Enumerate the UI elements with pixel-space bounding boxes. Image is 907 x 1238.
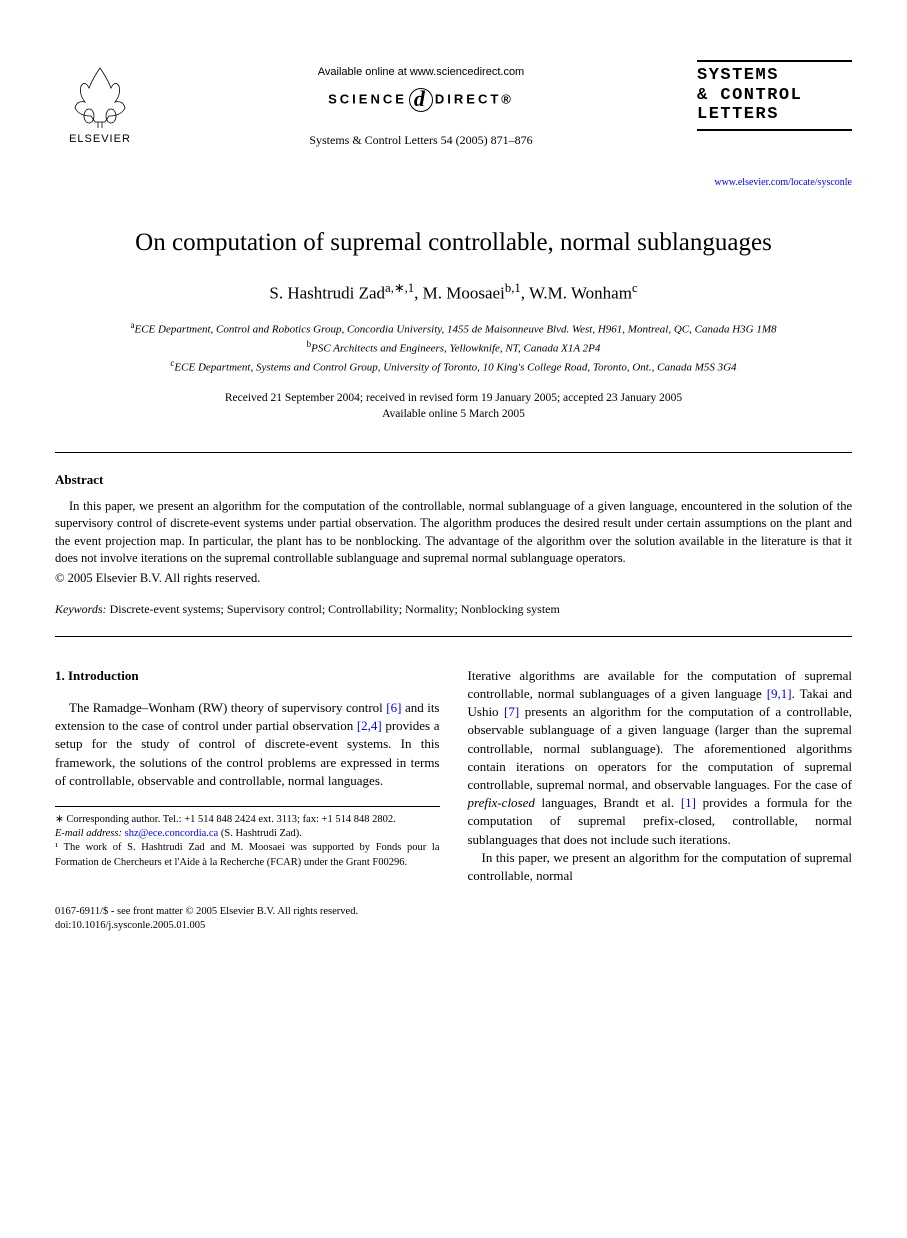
intro-para-2: Iterative algorithms are available for t… xyxy=(468,667,853,849)
abstract-heading: Abstract xyxy=(55,471,852,489)
column-right: Iterative algorithms are available for t… xyxy=(468,667,853,885)
affiliations: aECE Department, Control and Robotics Gr… xyxy=(55,319,852,376)
keywords: Keywords: Discrete-event systems; Superv… xyxy=(55,601,852,618)
elsevier-tree-icon xyxy=(65,60,135,130)
journal-link[interactable]: www.elsevier.com/locate/sysconle xyxy=(697,176,852,190)
journal-logo-line2: & CONTROL xyxy=(697,86,852,106)
ref-1[interactable]: [1] xyxy=(681,795,696,810)
ref-2-4[interactable]: [2,4] xyxy=(357,718,382,733)
abstract-text: In this paper, we present an algorithm f… xyxy=(55,498,852,568)
intro-para-3: In this paper, we present an algorithm f… xyxy=(468,849,853,885)
doi: doi:10.1016/j.sysconle.2005.01.005 xyxy=(55,919,852,933)
footnotes: ∗ Corresponding author. Tel.: +1 514 848… xyxy=(55,806,440,870)
authors: S. Hashtrudi Zada,∗,1, M. Moosaeib,1, W.… xyxy=(55,280,852,305)
article-dates: Received 21 September 2004; received in … xyxy=(55,390,852,422)
body-columns: 1. Introduction The Ramadge–Wonham (RW) … xyxy=(55,667,852,885)
journal-logo: SYSTEMS & CONTROL LETTERS xyxy=(697,60,852,131)
prefix-closed: prefix-closed xyxy=(468,795,535,810)
affiliation-a: aECE Department, Control and Robotics Gr… xyxy=(55,319,852,338)
footnote-1: ¹ The work of S. Hashtrudi Zad and M. Mo… xyxy=(55,841,440,869)
email-line: E-mail address: shz@ece.concordia.ca (S.… xyxy=(55,827,440,841)
intro-para-1: The Ramadge–Wonham (RW) theory of superv… xyxy=(55,699,440,790)
journal-logo-block: SYSTEMS & CONTROL LETTERS www.elsevier.c… xyxy=(697,60,852,190)
journal-logo-line1: SYSTEMS xyxy=(697,66,852,86)
affiliation-c: cECE Department, Systems and Control Gro… xyxy=(55,357,852,376)
sd-left: SCIENCE xyxy=(328,92,407,107)
ref-6[interactable]: [6] xyxy=(386,700,401,715)
keywords-label: Keywords: xyxy=(55,602,107,616)
corresponding-author: ∗ Corresponding author. Tel.: +1 514 848… xyxy=(55,813,440,827)
keywords-text: Discrete-event systems; Supervisory cont… xyxy=(110,602,560,616)
journal-reference: Systems & Control Letters 54 (2005) 871–… xyxy=(145,132,697,149)
ref-7[interactable]: [7] xyxy=(504,704,519,719)
email-label: E-mail address: xyxy=(55,828,122,839)
doi-block: 0167-6911/$ - see front matter © 2005 El… xyxy=(55,905,852,933)
rule-bottom xyxy=(55,636,852,637)
available-online-text: Available online at www.sciencedirect.co… xyxy=(145,65,697,80)
ref-9-1[interactable]: [9,1] xyxy=(767,686,792,701)
header-center: Available online at www.sciencedirect.co… xyxy=(145,60,697,149)
column-left: 1. Introduction The Ramadge–Wonham (RW) … xyxy=(55,667,440,885)
front-matter: 0167-6911/$ - see front matter © 2005 El… xyxy=(55,905,852,919)
email-name: (S. Hashtrudi Zad). xyxy=(221,828,302,839)
affiliation-b: bPSC Architects and Engineers, Yellowkni… xyxy=(55,338,852,357)
dates-received: Received 21 September 2004; received in … xyxy=(55,390,852,406)
dates-online: Available online 5 March 2005 xyxy=(55,406,852,422)
rule-top xyxy=(55,452,852,453)
header: ELSEVIER Available online at www.science… xyxy=(55,60,852,190)
sd-at-icon: d xyxy=(409,88,433,112)
sd-right: DIRECT® xyxy=(435,92,514,107)
elsevier-logo-block: ELSEVIER xyxy=(55,60,145,147)
abstract-copyright: © 2005 Elsevier B.V. All rights reserved… xyxy=(55,570,852,588)
section-1-heading: 1. Introduction xyxy=(55,667,440,685)
sciencedirect-logo: SCIENCEdDIRECT® xyxy=(145,88,697,112)
elsevier-label: ELSEVIER xyxy=(69,132,131,147)
journal-logo-line3: LETTERS xyxy=(697,105,852,125)
article-title: On computation of supremal controllable,… xyxy=(55,225,852,260)
email-link[interactable]: shz@ece.concordia.ca xyxy=(125,828,219,839)
